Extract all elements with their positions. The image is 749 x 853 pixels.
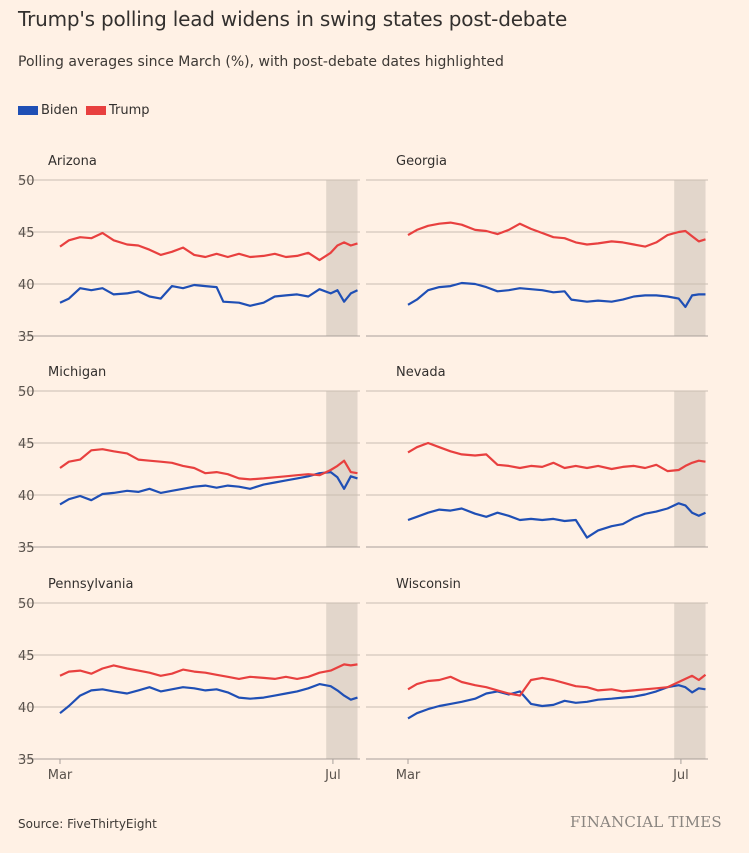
series-line-biden (407, 281, 706, 308)
legend-label-biden: Biden (41, 103, 79, 118)
series-line-trump (59, 448, 358, 481)
small-multiples-chart: 50 45 40 35 Arizona Georgia 50 45 40 35 Michigan Ne… (18, 154, 708, 783)
series-line-trump (59, 231, 358, 262)
panel-michigan: 50 45 40 35 Michigan (18, 365, 360, 556)
panel-nevada: Nevada (366, 365, 708, 548)
source-note: Source: FiveThirtyEight (18, 817, 157, 831)
series-line-trump (407, 441, 706, 473)
panel-pennsylvania: 50 45 40 35 Pennsylvania Mar Jul (18, 577, 360, 783)
panel-arizona: 50 45 40 35 Arizona (18, 154, 360, 345)
x-tick-label: Mar (396, 768, 421, 783)
legend: Biden Trump (18, 103, 158, 118)
series-line-biden (59, 471, 358, 506)
x-tick-label: Jul (324, 768, 341, 783)
series-line-trump (407, 673, 707, 697)
panel-title: Nevada (396, 365, 446, 380)
post-debate-highlight (326, 180, 358, 336)
chart-subtitle: Polling averages since March (%), with p… (18, 54, 504, 70)
series-line-biden (59, 683, 358, 715)
post-debate-highlight (326, 603, 358, 759)
series-line-biden (407, 684, 706, 720)
panel-title: Pennsylvania (48, 577, 133, 592)
y-tick-label: 45 (18, 649, 35, 664)
y-tick-label: 45 (18, 437, 35, 452)
x-tick-label: Jul (672, 768, 689, 783)
y-tick-label: 50 (18, 597, 35, 612)
panel-georgia: Georgia (366, 154, 708, 337)
post-debate-highlight (674, 180, 706, 336)
legend-item-biden: Biden (18, 103, 78, 118)
y-tick-label: 40 (18, 278, 35, 293)
y-tick-label: 40 (18, 489, 35, 504)
series-line-trump (407, 221, 706, 248)
y-tick-label: 50 (18, 174, 35, 189)
legend-swatch-trump (86, 106, 107, 115)
legend-item-trump: Trump (86, 103, 150, 118)
panel-title: Georgia (396, 154, 447, 169)
y-tick-label: 35 (18, 330, 35, 345)
legend-swatch-biden (18, 106, 38, 115)
panel-title: Michigan (48, 365, 106, 380)
panel-title: Wisconsin (396, 577, 461, 592)
panel-wisconsin: Wisconsin Mar Jul (366, 577, 708, 783)
y-tick-label: 40 (18, 701, 35, 716)
y-tick-label: 45 (18, 226, 35, 241)
ft-logo: FINANCIAL TIMES (570, 813, 722, 831)
y-tick-label: 35 (18, 753, 35, 768)
y-tick-label: 50 (18, 385, 35, 400)
series-line-biden (59, 283, 358, 307)
panel-title: Arizona (48, 154, 97, 169)
x-tick-label: Mar (48, 768, 73, 783)
series-line-biden (407, 502, 706, 539)
y-tick-label: 35 (18, 541, 35, 556)
series-line-trump (59, 663, 358, 680)
chart-title: Trump's polling lead widens in swing sta… (18, 7, 568, 31)
legend-label-trump: Trump (109, 103, 150, 118)
